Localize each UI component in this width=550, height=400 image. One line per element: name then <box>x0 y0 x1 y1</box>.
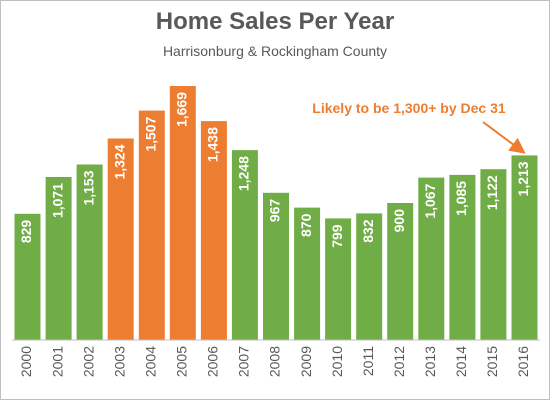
x-tick-label-2011: 2011 <box>360 346 376 376</box>
x-tick-label-2009: 2009 <box>298 346 314 377</box>
x-tick-label-2003: 2003 <box>111 346 127 377</box>
bar-2009 <box>294 207 321 340</box>
x-tick-label-2001: 2001 <box>49 346 65 377</box>
value-label-2013: 1,067 <box>422 183 438 218</box>
value-label-2010: 799 <box>329 224 345 248</box>
x-tick-label-2006: 2006 <box>205 346 221 377</box>
value-label-2016: 1,213 <box>515 161 531 196</box>
bar-2008 <box>263 192 289 340</box>
bar-2005 <box>169 86 196 340</box>
bar-2002 <box>76 164 103 340</box>
chart-title: Home Sales Per Year <box>155 8 395 35</box>
bar-2016 <box>511 155 538 340</box>
x-tick-label-2008: 2008 <box>267 346 283 377</box>
chart-subtitle: Harrisonburg & Rockingham County <box>162 43 388 59</box>
value-label-2002: 1,153 <box>80 170 96 205</box>
value-label-2004: 1,507 <box>143 116 159 151</box>
value-label-2001: 1,071 <box>49 183 65 218</box>
bar-2010 <box>325 218 352 340</box>
value-label-2012: 900 <box>391 209 407 233</box>
bar-2004 <box>138 110 165 340</box>
value-label-2007: 1,248 <box>236 156 252 191</box>
value-label-2006: 1,438 <box>205 127 221 162</box>
bar-2007 <box>231 150 258 340</box>
bar-2000 <box>14 213 41 340</box>
x-tick-label-2004: 2004 <box>143 346 159 377</box>
x-tick-label-2005: 2005 <box>174 346 190 377</box>
x-tick-label-2010: 2010 <box>329 346 345 377</box>
x-tick-label-2015: 2015 <box>484 346 500 377</box>
value-label-2015: 1,122 <box>484 175 500 210</box>
bar-2011 <box>356 213 383 340</box>
annotation-arrow <box>482 121 526 154</box>
bar-2003 <box>107 138 134 340</box>
value-label-2014: 1,085 <box>453 181 469 216</box>
bar-2015 <box>480 169 507 340</box>
x-tick-label-2000: 2000 <box>18 346 34 377</box>
value-label-2008: 967 <box>267 199 283 223</box>
x-tick-label-2013: 2013 <box>422 346 438 377</box>
value-label-2000: 829 <box>18 220 34 244</box>
value-label-2011: 832 <box>360 219 376 243</box>
x-tick-label-2016: 2016 <box>515 346 531 377</box>
value-label-2009: 870 <box>298 213 314 237</box>
annotation-text: Likely to be 1,300+ by Dec 31 <box>312 100 506 116</box>
value-label-2005: 1,669 <box>174 92 190 127</box>
bar-2006 <box>200 121 227 340</box>
x-tick-label-2012: 2012 <box>391 346 407 377</box>
bar-2001 <box>45 177 72 340</box>
value-label-2003: 1,324 <box>111 144 127 179</box>
bar-2013 <box>418 177 445 340</box>
x-tick-label-2007: 2007 <box>236 346 252 377</box>
bar-2012 <box>387 203 414 340</box>
bar-2014 <box>449 174 476 340</box>
x-tick-label-2002: 2002 <box>80 346 96 377</box>
x-tick-label-2014: 2014 <box>453 346 469 377</box>
